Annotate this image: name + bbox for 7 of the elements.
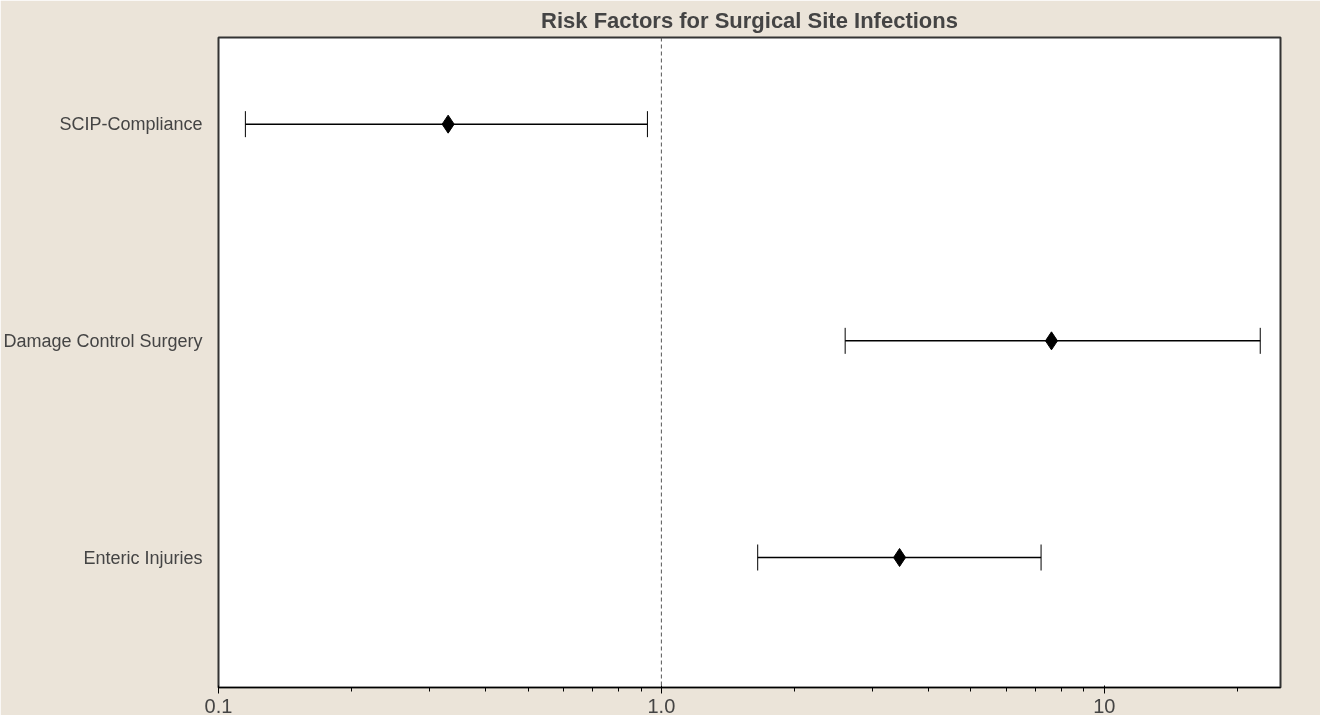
- y-tick-label: Enteric Injuries: [83, 547, 203, 568]
- x-tick-label: 0.1: [204, 694, 233, 717]
- x-tick-label: 1.0: [647, 694, 676, 717]
- chart-title: Risk Factors for Surgical Site Infections: [541, 7, 958, 33]
- y-tick-label: Damage Control Surgery: [3, 330, 203, 351]
- y-tick-label: SCIP-Compliance: [59, 114, 203, 135]
- x-tick-label: 10: [1093, 694, 1116, 717]
